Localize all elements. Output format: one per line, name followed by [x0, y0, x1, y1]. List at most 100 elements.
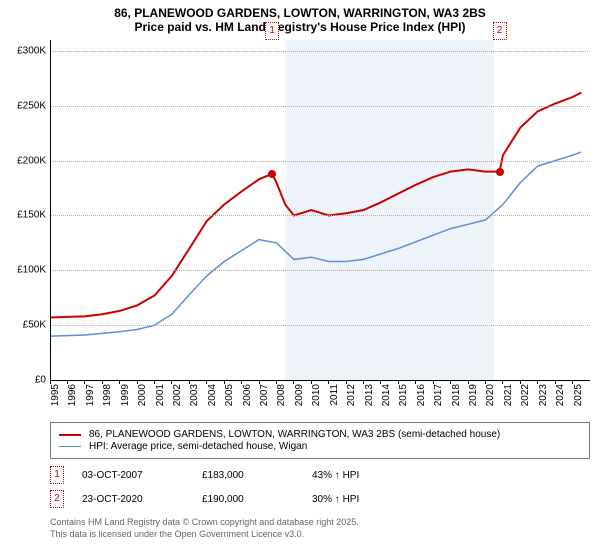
- x-tick-label: 2010: [311, 384, 322, 406]
- x-tick: [450, 380, 451, 384]
- x-tick-label: 1995: [50, 384, 61, 406]
- x-tick: [259, 380, 260, 384]
- x-tick-label: 2025: [573, 384, 584, 406]
- y-gridline: [50, 215, 590, 216]
- sale-marker-dot: [268, 170, 276, 178]
- x-tick: [241, 380, 242, 384]
- x-tick: [119, 380, 120, 384]
- y-gridline: [50, 270, 590, 271]
- x-tick: [363, 380, 364, 384]
- sale-date: 03-OCT-2007: [82, 470, 202, 481]
- x-tick-label: 2002: [172, 384, 183, 406]
- x-tick: [189, 380, 190, 384]
- x-tick: [206, 380, 207, 384]
- sale-marker-dot: [496, 168, 504, 176]
- y-tick-label: £100K: [17, 265, 46, 276]
- x-tick-label: 2003: [189, 384, 200, 406]
- y-tick-label: £150K: [17, 210, 46, 221]
- x-tick-label: 2008: [276, 384, 287, 406]
- x-tick: [137, 380, 138, 384]
- sale-date: 23-OCT-2020: [82, 494, 202, 505]
- x-tick: [555, 380, 556, 384]
- x-tick: [224, 380, 225, 384]
- sale-row: 2 23-OCT-2020£190,00030% ↑ HPI: [50, 487, 590, 511]
- x-tick-label: 1998: [102, 384, 113, 406]
- x-tick-label: 2011: [329, 384, 340, 406]
- y-gridline: [50, 106, 590, 107]
- x-tick-label: 2016: [416, 384, 427, 406]
- x-tick-label: 2014: [381, 384, 392, 406]
- x-tick: [293, 380, 294, 384]
- x-tick-label: 2009: [294, 384, 305, 406]
- y-tick-label: £250K: [17, 100, 46, 111]
- x-axis: [50, 380, 590, 381]
- sale-marker-box: 2: [493, 22, 507, 40]
- x-tick-label: 2000: [137, 384, 148, 406]
- footer-line-2: This data is licensed under the Open Gov…: [50, 529, 590, 541]
- x-tick: [84, 380, 85, 384]
- x-tick: [102, 380, 103, 384]
- chart-lines: [50, 40, 590, 380]
- x-tick-label: 2006: [242, 384, 253, 406]
- legend-row: 86, PLANEWOOD GARDENS, LOWTON, WARRINGTO…: [59, 429, 581, 440]
- legend-row: HPI: Average price, semi-detached house,…: [59, 441, 581, 452]
- x-tick: [346, 380, 347, 384]
- footer-line-1: Contains HM Land Registry data © Crown c…: [50, 517, 590, 529]
- x-tick-label: 2015: [398, 384, 409, 406]
- x-tick-label: 2019: [468, 384, 479, 406]
- x-tick-label: 2012: [346, 384, 357, 406]
- title-block: 86, PLANEWOOD GARDENS, LOWTON, WARRINGTO…: [0, 0, 600, 36]
- x-tick-label: 1999: [120, 384, 131, 406]
- legend-swatch: [59, 434, 81, 436]
- x-tick-label: 2017: [433, 384, 444, 406]
- x-tick: [572, 380, 573, 384]
- x-tick: [502, 380, 503, 384]
- x-tick: [415, 380, 416, 384]
- x-tick-label: 2020: [485, 384, 496, 406]
- title-line-1: 86, PLANEWOOD GARDENS, LOWTON, WARRINGTO…: [10, 6, 590, 20]
- x-tick: [380, 380, 381, 384]
- y-axis: [50, 40, 51, 380]
- x-tick-label: 2024: [555, 384, 566, 406]
- chart-container: 86, PLANEWOOD GARDENS, LOWTON, WARRINGTO…: [0, 0, 600, 560]
- sale-marker-box: 1: [265, 22, 279, 40]
- sale-price: £183,000: [202, 470, 312, 481]
- chart-area: £0£50K£100K£150K£200K£250K£300K199519961…: [50, 40, 590, 380]
- x-tick-label: 2004: [207, 384, 218, 406]
- x-tick: [311, 380, 312, 384]
- x-tick: [50, 380, 51, 384]
- x-tick-label: 2022: [520, 384, 531, 406]
- y-gridline: [50, 51, 590, 52]
- y-tick-label: £50K: [23, 320, 46, 331]
- legend: 86, PLANEWOOD GARDENS, LOWTON, WARRINGTO…: [50, 422, 590, 459]
- sale-marker-icon: 2: [50, 490, 64, 508]
- x-tick-label: 2021: [503, 384, 514, 406]
- x-tick-label: 2005: [224, 384, 235, 406]
- x-tick: [520, 380, 521, 384]
- sale-delta: 30% ↑ HPI: [312, 494, 412, 505]
- x-tick: [67, 380, 68, 384]
- y-gridline: [50, 161, 590, 162]
- x-tick: [171, 380, 172, 384]
- sale-row: 103-OCT-2007£183,00043% ↑ HPI: [50, 463, 590, 487]
- legend-swatch: [59, 446, 81, 447]
- x-tick: [328, 380, 329, 384]
- x-tick: [537, 380, 538, 384]
- sale-delta: 43% ↑ HPI: [312, 470, 412, 481]
- legend-label: 86, PLANEWOOD GARDENS, LOWTON, WARRINGTO…: [89, 429, 500, 440]
- legend-label: HPI: Average price, semi-detached house,…: [89, 441, 307, 452]
- y-tick-label: £200K: [17, 155, 46, 166]
- x-tick-label: 2023: [538, 384, 549, 406]
- x-tick-label: 1996: [67, 384, 78, 406]
- x-tick-label: 2001: [155, 384, 166, 406]
- sale-price: £190,000: [202, 494, 312, 505]
- x-tick-label: 2018: [451, 384, 462, 406]
- x-tick: [154, 380, 155, 384]
- x-tick-label: 1997: [85, 384, 96, 406]
- y-tick-label: £300K: [17, 45, 46, 56]
- x-tick-label: 2013: [364, 384, 375, 406]
- x-tick: [485, 380, 486, 384]
- x-tick: [276, 380, 277, 384]
- y-tick-label: £0: [35, 375, 46, 386]
- x-tick: [433, 380, 434, 384]
